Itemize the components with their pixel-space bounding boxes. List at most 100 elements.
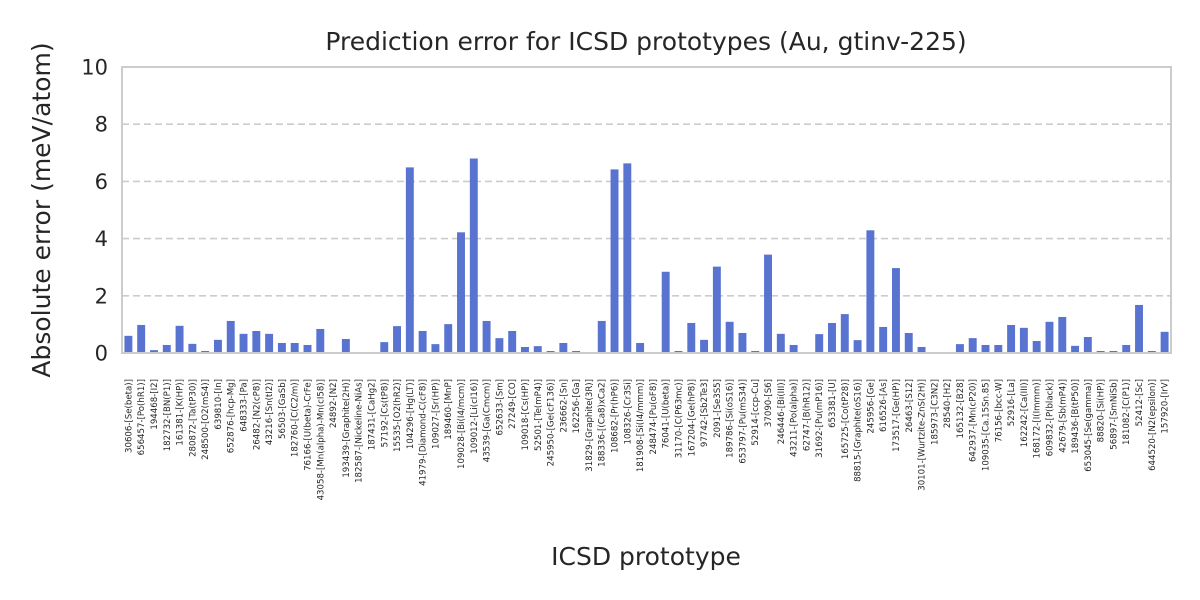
bar bbox=[623, 163, 632, 353]
x-tick-label: 108682-[Pr(hP6)] bbox=[611, 379, 621, 453]
x-axis-label: ICSD prototype bbox=[551, 542, 741, 571]
x-tick-label: 109035-[Ca.15Sn.85] bbox=[982, 379, 992, 471]
x-tick-label: 28540-[H2] bbox=[943, 379, 953, 428]
bar bbox=[815, 334, 824, 353]
x-tick-label: 616526-[As] bbox=[879, 379, 889, 432]
x-tick-label: 76166-[U(beta)-CrFe] bbox=[303, 379, 313, 471]
x-tick-label: 656457-[Po(hR1)] bbox=[137, 379, 147, 455]
x-tick-label: 24892-[N2] bbox=[329, 379, 339, 428]
x-tick-label: 88820-[Si(HP)] bbox=[1097, 379, 1107, 442]
x-tick-label: 43216-[Sn(tI2)] bbox=[265, 379, 275, 445]
x-tick-label: 189460-[MnP] bbox=[444, 379, 454, 440]
bar bbox=[1007, 324, 1016, 353]
x-tick-label: 161381-[K(HP)] bbox=[176, 379, 186, 446]
bar bbox=[853, 340, 862, 353]
bar bbox=[482, 320, 491, 353]
bar bbox=[533, 346, 542, 353]
bar bbox=[1032, 340, 1041, 353]
bar bbox=[316, 328, 325, 353]
bar bbox=[879, 326, 888, 353]
x-tick-label: 52501-[Te(mP4)] bbox=[534, 379, 544, 451]
x-tick-label: 168172-[I(Immm)] bbox=[1033, 379, 1043, 459]
x-ticks: 30606-[Se(beta)] 656457-[Po(hR1)] 194468-[… bbox=[124, 379, 1170, 500]
bar bbox=[201, 350, 210, 353]
x-tick-label: 56503-[GaSb] bbox=[278, 379, 288, 439]
x-tick-label: 43539-[Ga(Cmcm)] bbox=[483, 379, 493, 462]
x-tick-label: 248500-[O2(mS4)] bbox=[201, 379, 211, 460]
bar bbox=[776, 333, 785, 353]
x-tick-label: 165132-[B28] bbox=[956, 379, 966, 438]
y-tick-label: 2 bbox=[95, 284, 108, 308]
x-tick-label: 109012-[Li(cI16)] bbox=[470, 379, 480, 454]
bar bbox=[150, 350, 158, 353]
x-tick-label: 181082-[C(P1)] bbox=[1122, 379, 1132, 445]
chart-title: Prediction error for ICSD prototypes (Au… bbox=[325, 27, 966, 56]
x-tick-label: 187431-[CaHg2] bbox=[367, 379, 377, 450]
x-tick-label: 652633-[Sm] bbox=[495, 379, 505, 435]
bar bbox=[636, 342, 645, 353]
x-tick-label: 157920-[IrV] bbox=[1161, 379, 1171, 434]
bar bbox=[955, 344, 964, 353]
bar bbox=[700, 339, 709, 353]
bar bbox=[162, 344, 171, 353]
y-tick-label: 4 bbox=[95, 227, 108, 251]
bar bbox=[994, 344, 1003, 353]
bar bbox=[891, 268, 900, 353]
y-axis-label: Absolute error (meV/atom) bbox=[27, 42, 56, 377]
bar bbox=[226, 320, 235, 353]
bar bbox=[917, 346, 926, 353]
x-tick-label: 652876-[hcp-Mg] bbox=[227, 379, 237, 453]
x-tick-label: 31829-[Graphite(3R)] bbox=[585, 379, 595, 472]
bar bbox=[1045, 321, 1054, 353]
x-tick-label: 181908-[Si(I4/mmm)] bbox=[636, 379, 646, 472]
bar bbox=[572, 350, 581, 353]
bar bbox=[712, 266, 721, 353]
bar bbox=[1160, 331, 1169, 353]
x-tick-label: 642937-[Mn(cP20)] bbox=[969, 379, 979, 462]
x-tick-label: 167204-[Ge(hP8)] bbox=[687, 379, 697, 456]
x-tick-label: 76041-[U(beta)] bbox=[662, 379, 672, 449]
x-tick-label: 76156-[bcc-W] bbox=[994, 379, 1004, 442]
x-tick-label: 31692-[Pu(mP16)] bbox=[815, 379, 825, 458]
x-tick-label: 109027-[Sr(HP)] bbox=[431, 379, 441, 449]
bar bbox=[981, 344, 990, 353]
x-tick-label: 57192-[Cs(tP8)] bbox=[380, 379, 390, 447]
bars bbox=[124, 158, 1169, 353]
x-tick-label: 26463-[S12] bbox=[905, 379, 915, 433]
bar bbox=[405, 167, 414, 353]
x-tick-label: 609832-[P(black)] bbox=[1045, 379, 1055, 456]
x-tick-label: 162242-[Ca(III)] bbox=[1020, 379, 1030, 447]
x-tick-label: 52412-[Sc] bbox=[1135, 379, 1145, 426]
x-tick-label: 27249-[CO] bbox=[508, 379, 518, 429]
bar bbox=[1147, 350, 1156, 353]
bar bbox=[968, 338, 977, 353]
bar bbox=[764, 254, 772, 353]
bar bbox=[380, 342, 389, 353]
x-tick-label: 182587-[Nickeline-NiAs] bbox=[355, 379, 365, 483]
x-tick-label: 109028-[Bi(I4/mcm)] bbox=[457, 379, 467, 469]
bar bbox=[1058, 316, 1067, 353]
bar bbox=[661, 271, 670, 353]
x-tick-label: 56897-[SmNiSb] bbox=[1109, 379, 1119, 450]
x-tick-label: 236662-[Sn] bbox=[559, 379, 569, 433]
bar bbox=[213, 339, 222, 353]
bar bbox=[137, 324, 146, 353]
x-tick-label: 2091-[Se3S5] bbox=[713, 379, 723, 438]
y-ticks: 0 2 4 6 8 10 bbox=[81, 56, 108, 366]
bar bbox=[444, 324, 453, 353]
bar bbox=[469, 158, 478, 353]
x-tick-label: 194468-[I2] bbox=[150, 379, 160, 430]
x-tick-label: 165725-[Co(tP28)] bbox=[841, 379, 851, 459]
bar bbox=[866, 230, 875, 353]
x-tick-label: 162256-[Ga] bbox=[572, 379, 582, 434]
x-tick-label: 104296-[Hg(LT)] bbox=[406, 379, 416, 449]
x-tick-label: 42679-[Sb(mP4)] bbox=[1058, 379, 1068, 453]
x-tick-label: 30101-[Wurtzite-ZnS(2H)] bbox=[918, 379, 928, 491]
x-tick-label: 37090-[S6] bbox=[764, 379, 774, 427]
bar bbox=[687, 322, 696, 353]
bar bbox=[124, 335, 133, 353]
bar bbox=[277, 342, 286, 353]
bar bbox=[1019, 327, 1028, 353]
x-tick-label: 644520-[N2(epsilon)] bbox=[1148, 379, 1158, 471]
x-tick-label: 245956-[Ge] bbox=[866, 379, 876, 434]
